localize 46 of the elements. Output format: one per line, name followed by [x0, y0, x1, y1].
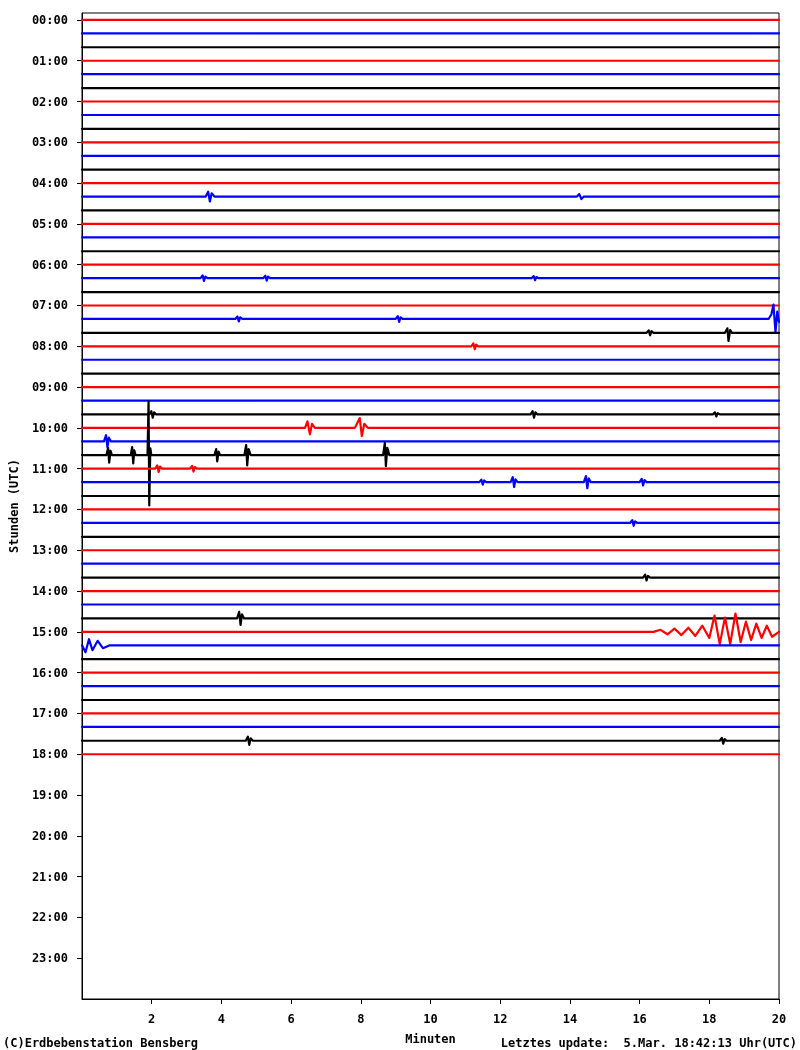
y-tick-label: 18:00: [31, 747, 68, 762]
y-tick-label: 20:00: [31, 828, 68, 843]
y-tick-label: 04:00: [31, 176, 68, 191]
x-tick-label: 10: [423, 1012, 438, 1026]
y-tick-label: 09:00: [31, 380, 68, 395]
y-tick-label: 22:00: [31, 910, 68, 925]
text: Letztes update: 5.Mar. 18:42:13 Uhr(UTC): [500, 1036, 798, 1050]
y-tick-label: 05:00: [31, 216, 68, 231]
x-tick-label: 18: [702, 1012, 717, 1026]
y-tick-label: 08:00: [31, 339, 68, 354]
x-axis-title: Minuten: [405, 1032, 456, 1046]
line-series: [80, 464, 781, 474]
y-tick-label: 23:00: [31, 951, 68, 966]
x-tick-label: 6: [287, 1012, 295, 1026]
y-tick-label: 03:00: [31, 135, 68, 150]
line-series: [80, 638, 781, 654]
x-tick-label: 4: [217, 1012, 226, 1026]
x-tick-label: 2: [148, 1012, 156, 1026]
line-series: [80, 474, 781, 490]
y-tick-label: 14:00: [31, 584, 68, 599]
y-tick-label: 10:00: [31, 420, 68, 435]
y-tick-label: 11:00: [31, 461, 68, 476]
x-tick-label: 16: [632, 1012, 647, 1026]
x-tick-label: 14: [562, 1012, 578, 1026]
y-tick-label: 01:00: [31, 53, 68, 68]
y-tick-label: 19:00: [31, 788, 68, 803]
line-series: [80, 612, 781, 646]
line-series: [80, 190, 781, 203]
line-series: [80, 416, 781, 438]
x-tick-label: 8: [357, 1012, 365, 1026]
y-tick-label: 16:00: [31, 665, 68, 680]
y-tick-label: 13:00: [31, 543, 68, 558]
line-series: [80, 434, 781, 449]
y-tick-label: 21:00: [31, 869, 68, 884]
line-series: [80, 303, 781, 334]
y-tick-label: 17:00: [31, 706, 68, 721]
y-tick-label: 02:00: [31, 94, 68, 109]
y-tick-label: 00:00: [31, 12, 68, 27]
x-tick-label: 20: [771, 1012, 787, 1026]
y-tick-label: 06:00: [31, 257, 68, 272]
y-tick-label: 12:00: [31, 502, 68, 517]
text: (C)Erdbebenstation Bensberg: [3, 1036, 199, 1050]
x-tick-label: 12: [492, 1012, 508, 1026]
y-tick-label: 15:00: [31, 624, 68, 639]
y-tick-label: 07:00: [31, 298, 68, 313]
y-axis-title: Stunden (UTC): [7, 459, 21, 553]
